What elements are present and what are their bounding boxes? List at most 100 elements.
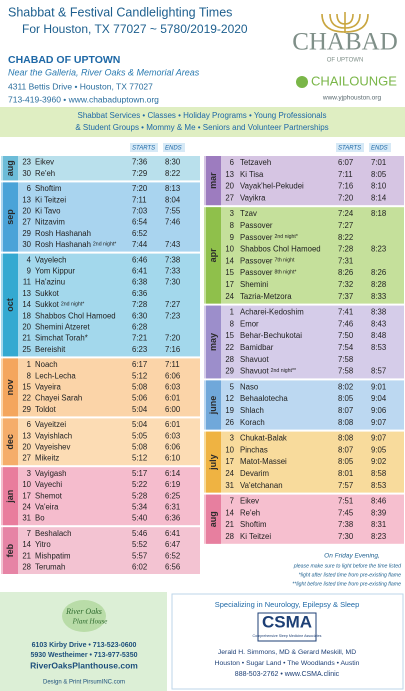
portion: Bamidbar [240,343,274,352]
month-tab [3,253,18,357]
csma-logo [257,612,317,642]
date: 14 [225,256,234,265]
portion: Ha'azinu [35,278,65,287]
portion-note: 2nd night** [271,368,296,374]
date: 3 [230,434,234,443]
end-time: 6:47 [165,540,180,549]
month-tab [3,156,18,181]
portion: Passover [240,268,273,277]
month-block [204,431,404,493]
end-time: 8:28 [371,280,386,289]
end-time: 9:07 [371,418,386,427]
date: 15 [225,331,234,340]
end-time: 6:00 [165,405,181,414]
date: 6 [27,184,31,193]
date: 8 [230,319,234,328]
date: 20 [22,442,31,451]
portion: Behaalotecha [240,394,288,403]
end-time: 9:05 [371,445,387,454]
portion: Mishpatim [35,551,71,560]
end-time: 8:22 [165,169,180,178]
logo-sub: OF UPTOWN [327,58,364,64]
start-time: 6:07 [338,158,353,167]
end-time: 8:53 [371,481,386,490]
start-time: 6:41 [132,266,147,275]
date: 26 [225,418,234,427]
portion: Yom Kippur [35,266,75,275]
end-time: 8:10 [371,182,387,191]
start-time: 7:27 [338,221,353,230]
portion: Rosh Hashanah [35,229,91,238]
portion: Pinchas [240,445,268,454]
end-time: 7:01 [371,158,386,167]
start-time: 7:20 [338,193,354,202]
end-time: 9:02 [371,457,386,466]
portion: Lech-Lecha [35,371,76,380]
start-time: 5:57 [132,551,147,560]
column-header: STARTS [132,146,155,152]
subtitle: For Houston, TX 77027 ~ 5780/2019-2020 [22,22,248,36]
end-time: 6:19 [165,480,180,489]
portion: Bereishit [35,345,66,354]
portion: Acharei-Kedoshim [240,308,304,317]
date: 7 [230,497,234,506]
end-time: 8:13 [165,184,180,193]
date: 6 [27,420,31,429]
portion: Shoftim [240,520,266,529]
end-time: 6:25 [165,491,181,500]
month-block [204,305,404,379]
month-tab [206,380,221,430]
plant-sub: Plant House [72,618,108,626]
portion: Vayeira [35,382,62,391]
column-header-bg [369,143,391,152]
start-time: 6:17 [132,360,147,369]
start-time: 7:38 [338,520,353,529]
start-time: 8:07 [338,445,353,454]
start-time: 7:29 [132,169,147,178]
start-time: 7:58 [338,355,353,364]
date: 22 [225,343,234,352]
date: 24 [225,469,234,478]
end-time: 6:01 [165,394,180,403]
end-time: 8:53 [371,343,386,352]
date: 13 [225,170,234,179]
csma-name: CSMA [262,612,312,631]
portion: Behar-Bechukotai [240,331,302,340]
org-tagline: Near the Galleria, River Oaks & Memorial… [8,67,200,77]
start-time: 7:54 [338,343,354,352]
start-time: 7:28 [132,300,147,309]
start-time: 7:16 [338,182,353,191]
end-time: 8:58 [371,469,386,478]
note: please make sure to light before the tim… [293,563,402,569]
start-time: 6:38 [132,278,147,287]
end-time: 8:48 [371,331,386,340]
date: 14 [22,540,31,549]
date: 30 [22,240,31,249]
chai-name: CHAILOUNGE [311,73,397,88]
date: 4 [27,255,32,264]
start-time: 5:12 [132,454,147,463]
portion: Shemini Atzeret [35,322,90,331]
end-time: 7:20 [165,334,181,343]
column-header: ENDS [371,146,388,152]
month-label: apr [208,248,218,263]
start-time: 8:02 [338,382,353,391]
start-time: 7:20 [132,184,148,193]
end-time: 6:36 [165,514,180,523]
month-block [1,467,200,526]
start-time: 7:32 [338,280,353,289]
date: 29 [225,367,234,376]
portion: Sukkot [35,289,60,298]
date: 13 [22,195,31,204]
note: On Friday Evening, [324,553,380,560]
date: 9 [230,233,234,242]
date: 18 [22,311,31,320]
end-time: 8:23 [371,532,386,541]
end-time: 8:23 [371,245,386,254]
date: 19 [225,406,234,415]
portion: Passover [240,221,273,230]
portion: Noach [35,360,58,369]
month-tab [206,494,221,544]
end-time: 6:31 [165,502,180,511]
